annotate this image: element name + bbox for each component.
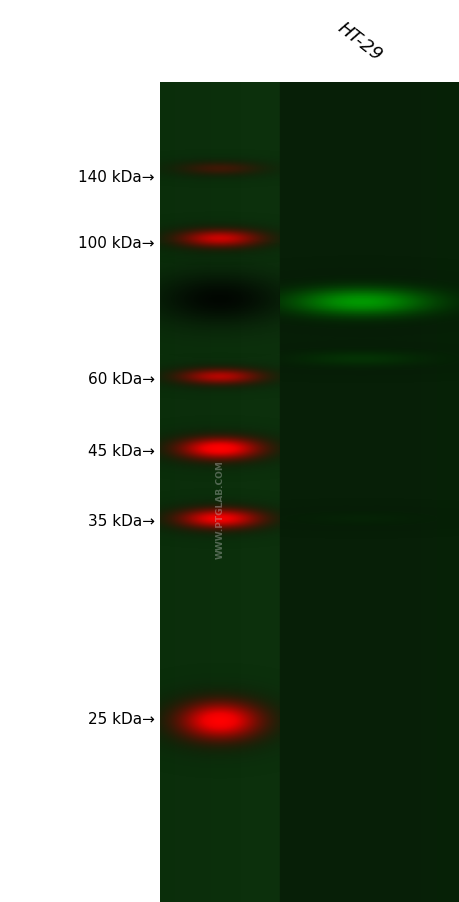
Text: 140 kDa→: 140 kDa→: [78, 170, 155, 185]
Text: WWW.PTGLAB.COM: WWW.PTGLAB.COM: [215, 459, 224, 558]
Bar: [160, 83, 280, 902]
Text: 25 kDa→: 25 kDa→: [88, 712, 155, 727]
Text: 45 kDa→: 45 kDa→: [88, 444, 155, 459]
Text: HT-29: HT-29: [334, 19, 385, 65]
Bar: [280, 83, 459, 902]
Text: 35 kDa→: 35 kDa→: [88, 514, 155, 529]
Text: 60 kDa→: 60 kDa→: [88, 373, 155, 387]
Text: 100 kDa→: 100 kDa→: [78, 235, 155, 250]
